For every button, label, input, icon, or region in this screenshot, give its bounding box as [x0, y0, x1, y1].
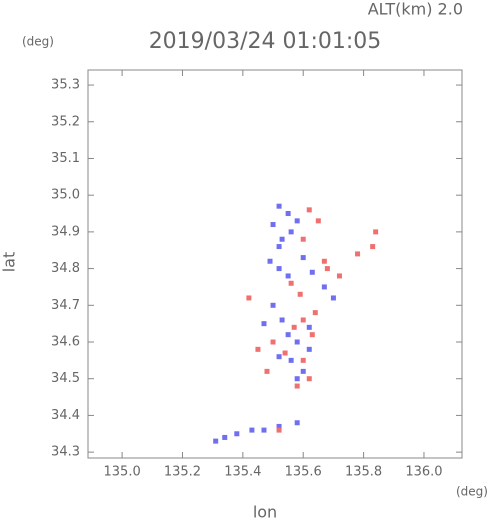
y-tick-label: 35.1 [51, 151, 80, 166]
x-unit: (deg) [456, 485, 488, 499]
point [291, 324, 297, 330]
altitude-label: ALT(km) 2.0 [368, 0, 463, 19]
point [267, 258, 273, 264]
y-unit: (deg) [22, 35, 54, 49]
point [309, 269, 315, 275]
point [264, 368, 270, 374]
x-tick-label: 135.0 [104, 465, 141, 480]
x-tick-label: 135.6 [285, 465, 322, 480]
chart-title: 2019/03/24 01:01:05 [149, 29, 382, 54]
point [355, 251, 361, 257]
point [249, 427, 255, 433]
point [309, 332, 315, 338]
point [312, 310, 318, 316]
y-tick-label: 35.2 [51, 114, 80, 129]
point [261, 427, 267, 433]
point [285, 332, 291, 338]
y-tick-label: 34.8 [51, 261, 80, 276]
y-tick-label: 34.5 [51, 371, 80, 386]
x-tick-label: 135.8 [345, 465, 382, 480]
point [279, 317, 285, 323]
y-tick-label: 34.3 [51, 445, 80, 460]
point [285, 211, 291, 217]
point [294, 420, 300, 426]
y-tick-label: 34.4 [51, 408, 80, 423]
point [276, 266, 282, 272]
point [255, 346, 261, 352]
point [306, 324, 312, 330]
point [282, 350, 288, 356]
point [330, 295, 336, 301]
point [213, 438, 219, 444]
x-tick-label: 135.4 [224, 465, 261, 480]
point [276, 203, 282, 209]
point [285, 273, 291, 279]
point [276, 423, 282, 429]
point [373, 229, 379, 235]
point [370, 244, 376, 250]
point [276, 354, 282, 360]
point [306, 376, 312, 382]
point [234, 431, 240, 437]
point [300, 357, 306, 363]
point [279, 236, 285, 242]
point [315, 218, 321, 224]
point [336, 273, 342, 279]
y-tick-label: 34.6 [51, 335, 80, 350]
point [294, 339, 300, 345]
x-axis-label: lon [253, 503, 277, 521]
point [288, 229, 294, 235]
point [300, 255, 306, 261]
x-tick-label: 136.0 [405, 465, 442, 480]
point [300, 317, 306, 323]
y-axis-label: lat [0, 252, 19, 273]
point [306, 207, 312, 213]
point [300, 236, 306, 242]
point [306, 346, 312, 352]
point [294, 383, 300, 389]
point [276, 244, 282, 250]
point [270, 302, 276, 308]
y-tick-label: 35.3 [51, 78, 80, 93]
point [261, 321, 267, 327]
point [288, 280, 294, 286]
point [294, 376, 300, 382]
x-tick-label: 135.2 [164, 465, 201, 480]
y-tick-label: 35.0 [51, 188, 80, 203]
y-tick-label: 34.9 [51, 224, 80, 239]
point [270, 222, 276, 228]
point [270, 339, 276, 345]
y-tick-label: 34.7 [51, 298, 80, 313]
point [297, 291, 303, 297]
plot-frame [87, 69, 463, 459]
point [294, 218, 300, 224]
point [321, 258, 327, 264]
point [246, 295, 252, 301]
point [222, 434, 228, 440]
point [300, 368, 306, 374]
point [321, 284, 327, 290]
point [288, 357, 294, 363]
point [324, 266, 330, 272]
point [276, 427, 282, 433]
